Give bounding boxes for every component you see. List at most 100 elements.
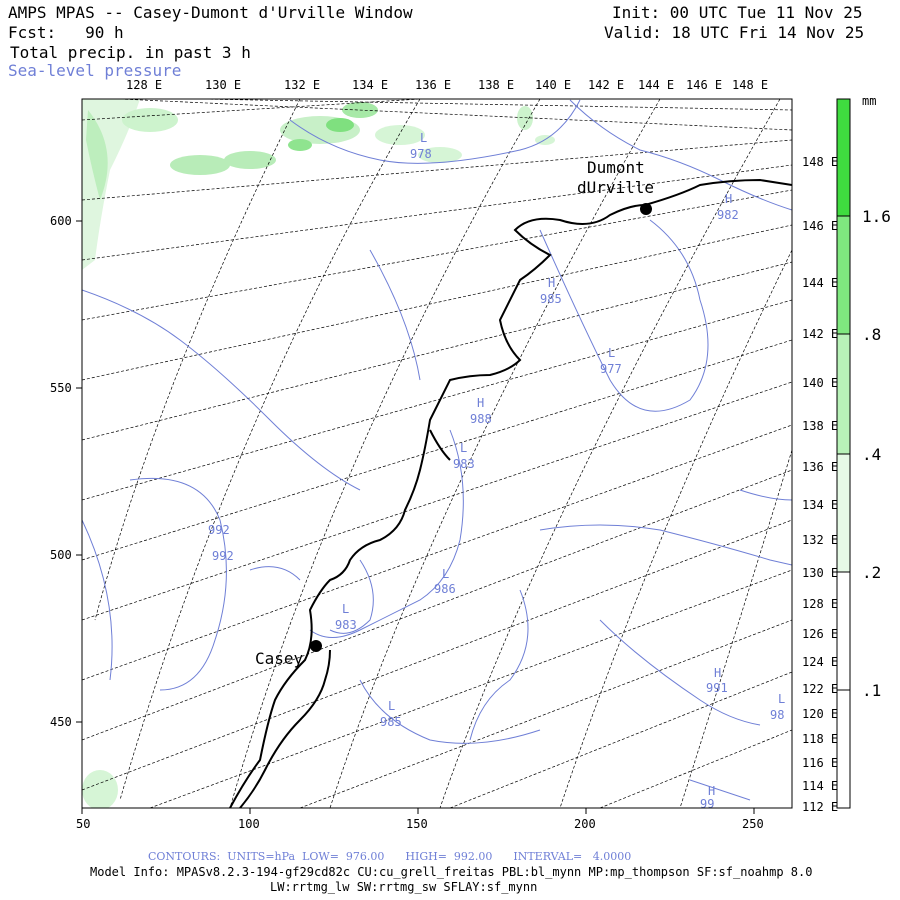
top-longitude-labels: 128 E 130 E 132 E 134 E 136 E 138 E 140 …: [126, 78, 768, 92]
x-tick-label: 150: [406, 817, 428, 831]
model-info: Model Info: MPASv8.2.3-194-gf29cd82c CU:…: [90, 865, 813, 879]
lon-label: 124 E: [802, 655, 838, 669]
field-label: Total precip. in past 3 h: [10, 43, 251, 62]
pressure-label-value: 978: [410, 147, 432, 161]
x-axis-labels: 50 100 150 200 250: [76, 817, 764, 831]
colorbar-label: .1: [862, 681, 881, 700]
pressure-contours: [82, 99, 792, 801]
pressure-label-letter: H: [725, 192, 732, 206]
colorbar-bin: [837, 99, 850, 216]
lon-label: 146 E: [802, 219, 838, 233]
colorbar: mm 1.6 .8 .4 .2 .1: [836, 94, 891, 809]
x-tick-label: 250: [742, 817, 764, 831]
y-tick-label: 500: [50, 548, 72, 562]
station-label: Dumont: [587, 158, 645, 177]
lon-label: 144 E: [802, 276, 838, 290]
station-dumont: Dumont dUrville: [577, 158, 654, 215]
pressure-label-value: 992: [208, 523, 230, 537]
station-label: dUrville: [577, 178, 654, 197]
colorbar-label: .4: [862, 445, 881, 464]
x-tick-label: 200: [574, 817, 596, 831]
contour-info: CONTOURS: UNITS=hPa LOW= 976.00 HIGH= 99…: [148, 850, 632, 863]
x-tick-label: 50: [76, 817, 90, 831]
pressure-label-value: 985: [540, 292, 562, 306]
lon-label: 140 E: [535, 78, 571, 92]
lon-label: 132 E: [284, 78, 320, 92]
y-tick-label: 550: [50, 381, 72, 395]
lon-label: 142 E: [802, 327, 838, 341]
pressure-label-letter: H: [548, 276, 555, 290]
overlay-label: Sea-level pressure: [8, 61, 182, 80]
pressure-label-letter: L: [460, 441, 467, 455]
colorbar-bin: [837, 216, 850, 334]
lon-label: 144 E: [638, 78, 674, 92]
coastline: [229, 178, 792, 808]
lon-label: 114 E: [802, 779, 838, 793]
lon-label: 112 E: [802, 800, 838, 814]
lon-label: 120 E: [802, 707, 838, 721]
lon-label: 126 E: [802, 627, 838, 641]
lon-label: 146 E: [686, 78, 722, 92]
lon-label: 138 E: [478, 78, 514, 92]
x-axis-ticks: [81, 808, 755, 814]
lon-label: 148 E: [802, 155, 838, 169]
pressure-label-letter: H: [708, 784, 715, 798]
colorbar-bin: [837, 454, 850, 572]
colorbar-bin: [837, 572, 850, 690]
lon-label: 122 E: [802, 682, 838, 696]
pressure-label-value: 977: [600, 362, 622, 376]
lon-label: 132 E: [802, 533, 838, 547]
y-axis-ticks: [76, 220, 82, 723]
pressure-label-letter: H: [477, 396, 484, 410]
lat-lon-grid: [82, 99, 792, 808]
lon-label: 148 E: [732, 78, 768, 92]
x-tick-label: 100: [238, 817, 260, 831]
pressure-label-letter: L: [442, 567, 449, 581]
lon-label: 116 E: [802, 756, 838, 770]
model-info-2: LW:rrtmg_lw SW:rrtmg_sw SFLAY:sf_mynn: [270, 880, 538, 894]
y-axis-labels: 450 500 550 600: [50, 214, 72, 729]
lon-label: 138 E: [802, 419, 838, 433]
pressure-label-value: 99: [700, 797, 714, 811]
pressure-label-value: 98: [770, 708, 784, 722]
lon-label: 136 E: [802, 460, 838, 474]
lon-label: 130 E: [802, 566, 838, 580]
station-marker: [310, 640, 322, 652]
colorbar-unit: mm: [862, 94, 876, 108]
pressure-label-value: 985: [380, 715, 402, 729]
right-longitude-labels: 148 E 146 E 144 E 142 E 140 E 138 E 136 …: [802, 155, 838, 814]
colorbar-label: .8: [862, 325, 881, 344]
y-tick-label: 450: [50, 715, 72, 729]
lon-label: 140 E: [802, 376, 838, 390]
colorbar-label: .2: [862, 563, 881, 582]
colorbar-label: 1.6: [862, 207, 891, 226]
station-marker: [640, 203, 652, 215]
forecast-hour: Fcst: 90 h: [8, 23, 124, 42]
lon-label: 128 E: [802, 597, 838, 611]
init-time: Init: 00 UTC Tue 11 Nov 25: [612, 3, 863, 22]
pressure-label-letter: L: [608, 346, 615, 360]
pressure-label-letter: L: [342, 602, 349, 616]
pressure-label-letter: H: [714, 666, 721, 680]
colorbar-bin: [837, 334, 850, 454]
lon-label: 142 E: [588, 78, 624, 92]
y-tick-label: 600: [50, 214, 72, 228]
pressure-label-letter: L: [778, 692, 785, 706]
lon-label: 130 E: [205, 78, 241, 92]
pressure-label-value: 983: [453, 457, 475, 471]
pressure-labels: L 978 H 982 H 985 L 977 H 988 L 983 992 …: [208, 131, 785, 811]
lon-label: 134 E: [802, 498, 838, 512]
pressure-label-value: 992: [212, 549, 234, 563]
pressure-label-value: 988: [470, 412, 492, 426]
pressure-label-letter: L: [388, 699, 395, 713]
valid-time: Valid: 18 UTC Fri 14 Nov 25: [604, 23, 865, 42]
pressure-label-value: 983: [335, 618, 357, 632]
pressure-label-value: 986: [434, 582, 456, 596]
station-casey: Casey: [255, 640, 322, 668]
chart-title: AMPS MPAS -- Casey-Dumont d'Urville Wind…: [8, 3, 413, 22]
pressure-label-value: 982: [717, 208, 739, 222]
map-frame: [81, 98, 793, 809]
lon-label: 118 E: [802, 732, 838, 746]
colorbar-bin: [837, 690, 850, 808]
